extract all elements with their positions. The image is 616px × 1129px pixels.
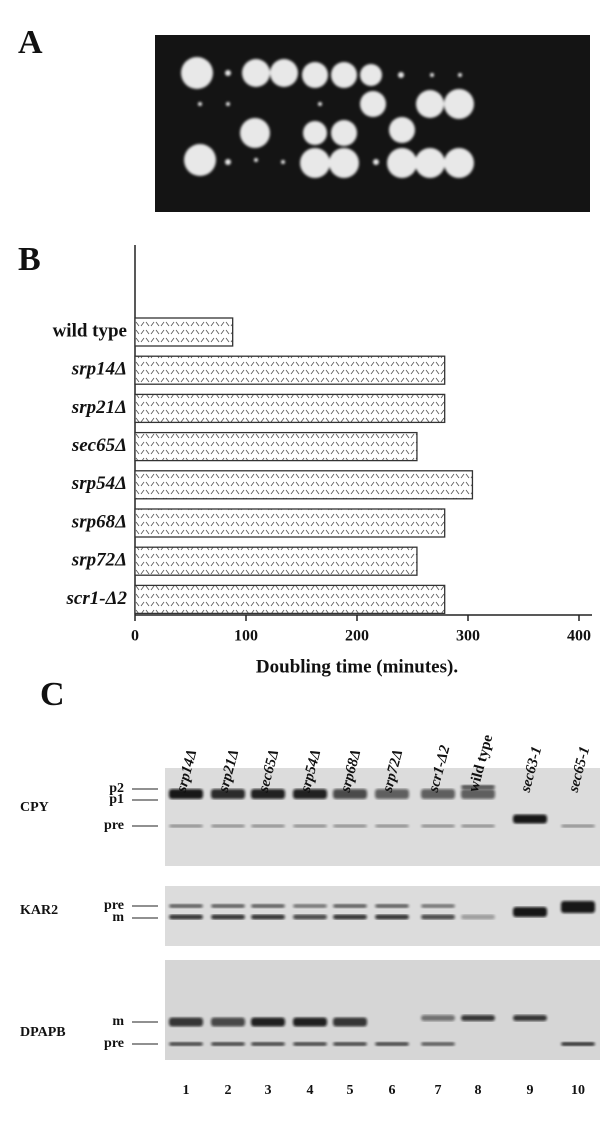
x-tick-label: 0	[131, 628, 139, 645]
gel-band	[251, 789, 285, 799]
gel-band	[211, 789, 245, 799]
lane-number: 3	[265, 1083, 272, 1098]
gel-band	[461, 1015, 495, 1021]
gel-band	[211, 904, 245, 908]
lane-number: 5	[347, 1083, 354, 1098]
gel-band	[211, 824, 245, 828]
gel-band	[513, 814, 547, 824]
x-tick-label: 100	[234, 628, 258, 645]
gel-band	[333, 914, 367, 920]
y-tick-label: srp68Δ	[71, 511, 127, 532]
blot-label: CPY	[20, 800, 49, 815]
lane-number: 8	[475, 1083, 482, 1098]
gel-band	[375, 789, 409, 799]
y-tick-label: wild type	[53, 320, 127, 341]
gel-band	[169, 789, 203, 799]
panel-label: A	[18, 24, 43, 61]
gel-band	[293, 1042, 327, 1046]
gel-band	[169, 904, 203, 908]
bar	[134, 431, 418, 462]
y-tick-label: srp21Δ	[71, 397, 127, 418]
y-tick-label: srp72Δ	[71, 550, 127, 571]
gel-band	[375, 824, 409, 828]
gel-band	[333, 824, 367, 828]
bar	[134, 508, 446, 538]
bar	[134, 470, 474, 500]
gel-band	[461, 789, 495, 799]
lane-number: 2	[225, 1083, 232, 1098]
y-tick-label: srp54Δ	[71, 473, 127, 494]
gel-band	[375, 904, 409, 908]
gel-band	[211, 1017, 245, 1027]
panel-label: C	[40, 676, 65, 713]
gel-band	[513, 1015, 547, 1021]
gel-band	[251, 1017, 285, 1027]
panel-label: B	[18, 241, 41, 278]
lane-number: 7	[435, 1083, 442, 1098]
x-tick-label: 300	[456, 628, 480, 645]
bar	[134, 393, 446, 424]
gel-band	[513, 907, 547, 917]
gel-band	[251, 1042, 285, 1046]
lane-number: 10	[571, 1083, 585, 1098]
gel-band	[333, 1042, 367, 1046]
gel-band	[461, 914, 495, 920]
gel-band	[169, 914, 203, 920]
blot-label: DPAPB	[20, 1025, 66, 1040]
band-label: pre	[104, 818, 124, 833]
gel-band	[293, 789, 327, 799]
gel-band	[461, 785, 495, 789]
blot-label: KAR2	[20, 903, 58, 918]
gel-band	[461, 824, 495, 828]
lane-number: 4	[307, 1083, 314, 1098]
gel-band	[421, 789, 455, 799]
gel-band	[421, 1042, 455, 1046]
gel-band	[421, 914, 455, 920]
gel-band	[251, 824, 285, 828]
band-label: pre	[104, 1036, 124, 1051]
gel-band	[333, 789, 367, 799]
gel-band	[169, 1042, 203, 1046]
y-tick-label: sec65Δ	[71, 435, 127, 456]
band-label: p1	[109, 792, 124, 807]
x-tick-label: 200	[345, 628, 369, 645]
gel-band	[169, 824, 203, 828]
gel-band	[561, 824, 595, 828]
y-tick-label: srp14Δ	[71, 359, 127, 380]
gel-band	[211, 914, 245, 920]
plate-photo	[155, 35, 590, 212]
gel-band	[293, 914, 327, 920]
gel-band	[375, 914, 409, 920]
gel-band	[251, 904, 285, 908]
x-axis-title: Doubling time (minutes).	[256, 656, 458, 677]
lane-number: 1	[183, 1083, 190, 1098]
gel-band	[293, 904, 327, 908]
gel-band	[421, 1015, 455, 1021]
band-label: m	[112, 1014, 124, 1029]
lane-number: 9	[527, 1083, 534, 1098]
gel-band	[561, 901, 595, 913]
gel-band	[333, 904, 367, 908]
band-label: p2	[109, 781, 124, 796]
band-label: pre	[104, 898, 124, 913]
bar	[134, 584, 446, 615]
bar	[134, 317, 234, 347]
gel-band	[251, 914, 285, 920]
gel-band	[375, 1042, 409, 1046]
gel-band	[293, 1017, 327, 1027]
gel-band	[561, 1042, 595, 1046]
gel-band	[421, 904, 455, 908]
y-tick-label: scr1-Δ2	[66, 588, 128, 609]
gel-band	[333, 1017, 367, 1027]
bar	[134, 355, 446, 385]
band-label: m	[112, 910, 124, 925]
gel-band	[421, 824, 455, 828]
x-tick-label: 400	[567, 628, 591, 645]
gel-band	[169, 1017, 203, 1027]
bar	[134, 546, 418, 576]
gel-band	[211, 1042, 245, 1046]
gel-band	[293, 824, 327, 828]
lane-number: 6	[389, 1083, 396, 1098]
